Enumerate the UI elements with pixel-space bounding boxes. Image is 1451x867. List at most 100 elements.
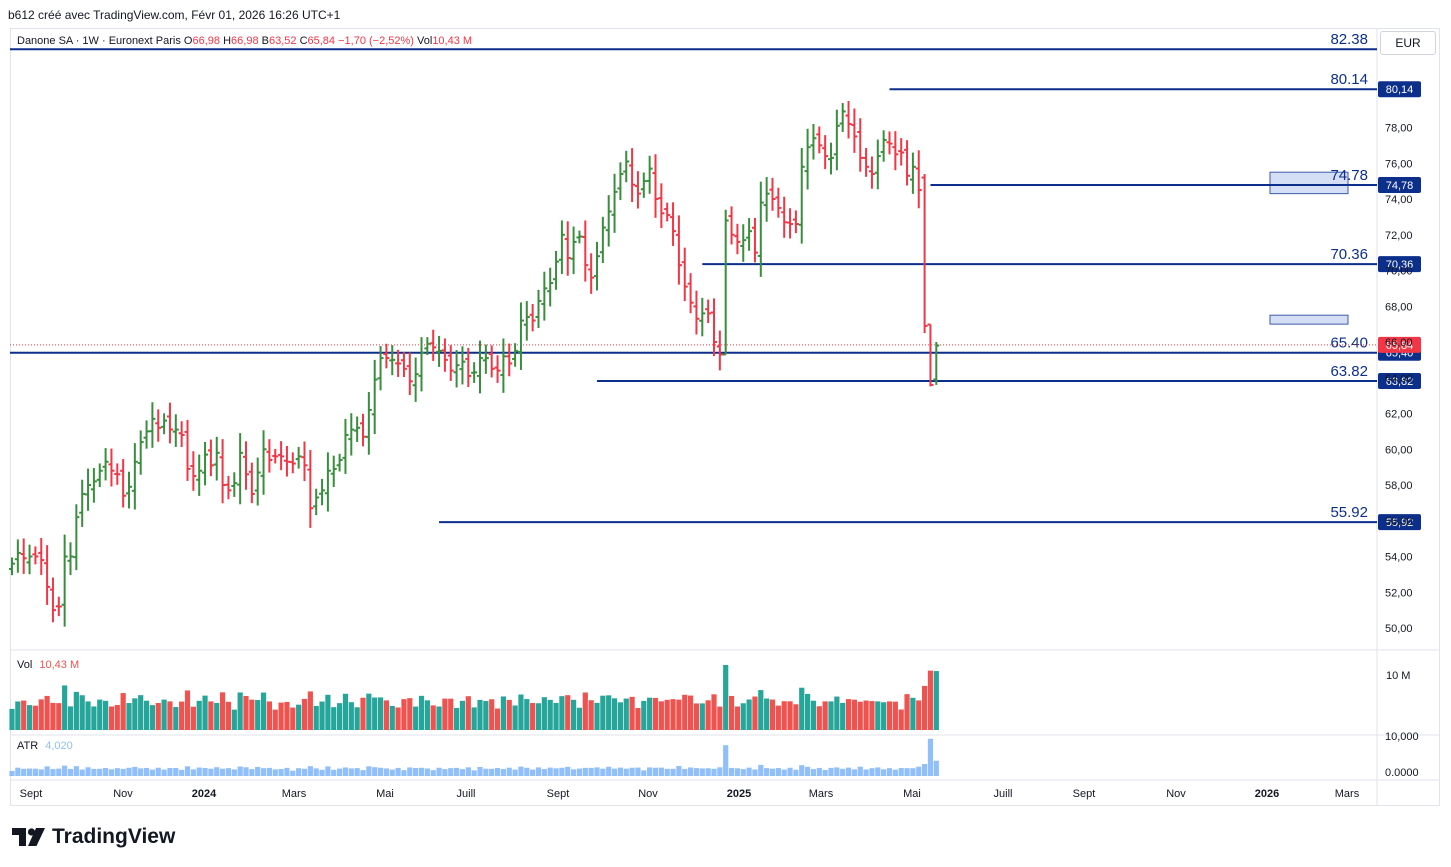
ohlc-bar <box>494 355 501 383</box>
x-tick-label: Sept <box>1073 788 1096 800</box>
ohlc-bar <box>131 443 138 510</box>
ohlc-bar <box>313 488 320 516</box>
ohlc-bar <box>26 544 33 575</box>
ohlc-bar <box>237 433 244 505</box>
x-tick-label: Mars <box>282 788 307 800</box>
ohlc-bar <box>810 123 817 160</box>
volume-bar <box>623 698 629 730</box>
volume-bar <box>231 709 237 730</box>
volume-bar <box>553 702 559 730</box>
ohlc-bar <box>319 478 326 506</box>
volume-bar <box>465 696 471 730</box>
atr-bar <box>892 769 898 776</box>
ohlc-bar <box>681 247 688 302</box>
atr-bar <box>781 769 787 776</box>
ohlc-bar <box>459 346 466 385</box>
atr-bar <box>881 769 887 776</box>
volume-bar <box>863 700 869 730</box>
price-tag <box>1378 514 1421 531</box>
atr-bar <box>190 769 196 776</box>
x-tick-label: Mars <box>809 788 834 800</box>
ohlc-bar <box>266 439 273 473</box>
atr-bar <box>214 767 220 776</box>
ohlc-bar <box>693 290 700 335</box>
atr-bar <box>594 767 600 776</box>
ohlc-bar <box>14 539 21 573</box>
atr-bar <box>62 765 68 776</box>
volume-bar <box>886 701 893 730</box>
atr-bar <box>576 768 583 776</box>
level-label: 80.14 <box>1330 71 1368 88</box>
volume-bar <box>143 700 150 730</box>
atr-bar <box>73 766 79 776</box>
atr-bar <box>553 768 559 776</box>
ohlc-bar <box>728 206 735 245</box>
ohlc-bar <box>365 392 372 455</box>
ohlc-bar <box>202 441 209 486</box>
atr-bar <box>173 768 179 776</box>
atr-bar <box>331 769 337 776</box>
volume-bar <box>266 701 272 730</box>
y-tick-label: 60,00 <box>1385 444 1413 456</box>
x-tick-label: Nov <box>113 788 133 800</box>
atr-bar <box>296 768 302 776</box>
ohlc-bar <box>283 445 290 477</box>
x-tick-label: Nov <box>638 788 658 800</box>
volume-bar <box>208 701 214 730</box>
y-tick-label: 50,00 <box>1385 623 1413 635</box>
ohlc-bar <box>553 250 560 290</box>
x-tick-label: 2025 <box>727 788 751 800</box>
atr-bar <box>413 767 419 776</box>
volume-bar <box>44 695 50 730</box>
volume-bar <box>512 705 518 730</box>
ohlc-bar <box>646 155 653 194</box>
atr-bar <box>547 767 553 776</box>
volume-bar <box>834 696 840 730</box>
volume-bar <box>196 700 202 730</box>
ohlc-bar <box>705 299 712 323</box>
open-value: 66,98 <box>192 35 221 47</box>
volume-bar <box>845 699 852 730</box>
volume-bar <box>471 707 477 730</box>
volume-bar <box>664 699 670 730</box>
atr-bar <box>126 767 132 776</box>
ohlc-bar <box>541 271 548 321</box>
ohlc-bar <box>886 131 893 155</box>
symbol-name[interactable]: Danone SA · 1W · Euronext Paris <box>17 35 181 47</box>
atr-bar <box>922 763 928 776</box>
ohlc-bar <box>787 208 794 239</box>
volume-bar <box>764 698 770 730</box>
atr-bar <box>243 767 249 776</box>
ohlc-bar <box>272 448 279 464</box>
atr-bar <box>50 769 56 776</box>
ohlc-bar <box>38 538 45 575</box>
currency-button[interactable]: EUR <box>1380 31 1436 55</box>
ohlc-bar <box>623 150 630 183</box>
volume-bar <box>898 709 904 730</box>
ohlc-bar <box>166 402 173 444</box>
atr-bar <box>202 767 208 776</box>
atr-bar <box>360 770 366 776</box>
volume-bar <box>734 706 740 730</box>
low-value: 63,52 <box>268 35 297 47</box>
volume-bar <box>500 696 506 730</box>
volume-bar <box>635 707 641 730</box>
atr-bar <box>629 767 635 776</box>
atr-bar <box>845 767 852 776</box>
ohlc-bar <box>482 344 489 374</box>
x-tick-label: Juill <box>994 788 1013 800</box>
atr-bar <box>530 769 536 776</box>
volume-bar <box>588 700 594 730</box>
ohlc-bar <box>734 223 741 255</box>
volume-bar <box>489 699 495 730</box>
price-tag-text: 70,36 <box>1386 259 1414 271</box>
atr-bar <box>647 767 653 776</box>
tradingview-logo[interactable]: TradingView <box>12 825 175 849</box>
atr-bar <box>535 767 542 776</box>
volume-bar <box>688 695 694 730</box>
atr-bar <box>875 767 881 776</box>
y-tick-label: 54,00 <box>1385 552 1413 564</box>
atr-bar <box>348 768 354 776</box>
y-tick-label: 66,00 <box>1385 337 1413 349</box>
